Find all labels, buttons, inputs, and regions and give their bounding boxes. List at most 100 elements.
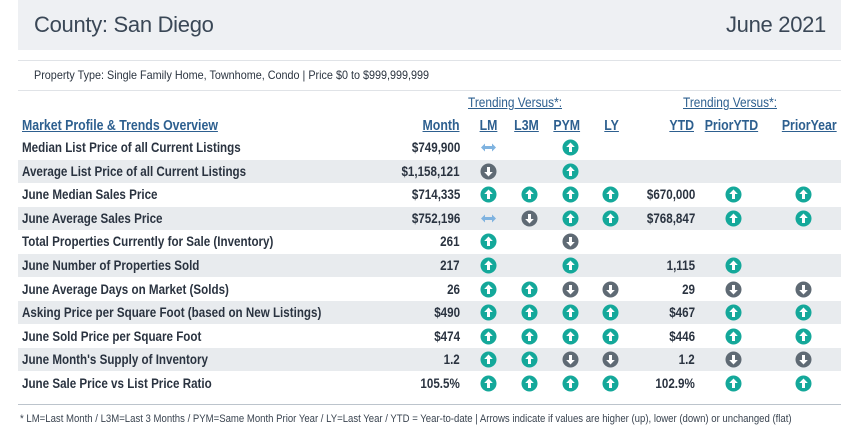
row-label: June Sale Price vs List Price Ratio: [22, 376, 212, 391]
month-value: 1.2: [443, 352, 460, 368]
arrow-up-icon: [725, 186, 742, 203]
arrow-up-icon: [562, 186, 579, 203]
arrow-up-icon: [521, 328, 538, 345]
col-month: Month: [422, 118, 459, 134]
table-row: Average List Price of all Current Listin…: [18, 159, 841, 183]
ytd-value: 102.9%: [655, 376, 695, 391]
arrow-up-icon: [562, 328, 579, 345]
row-label: June Number of Properties Sold: [22, 258, 200, 273]
arrow-down-icon: [602, 281, 619, 298]
ytd-value: $446: [669, 328, 695, 344]
footnote: * LM=Last Month / L3M=Last 3 Months / PY…: [18, 404, 841, 425]
arrow-up-icon: [725, 375, 742, 392]
arrow-up-icon: [725, 257, 742, 274]
col-l3m: L3M: [514, 118, 539, 134]
arrow-up-icon: [562, 139, 579, 156]
arrow-up-icon: [602, 186, 619, 203]
table-row: June Sold Price per Square Foot $474 $446: [18, 325, 841, 348]
trending-versus-ytd-header: Trending Versus*:: [683, 95, 777, 110]
table-row: June Month's Supply of Inventory 1.2 1.2: [18, 348, 841, 372]
arrow-up-icon: [521, 281, 538, 298]
ytd-value: 1,115: [666, 258, 695, 273]
arrow-up-icon: [480, 186, 497, 203]
col-title: Market Profile & Trends Overview: [22, 118, 218, 134]
arrow-up-icon: [521, 304, 538, 321]
arrow-up-icon: [562, 257, 579, 274]
col-prior-year: PriorYear: [781, 118, 837, 134]
footnote-text: * LM=Last Month / L3M=Last 3 Months / PY…: [20, 413, 792, 425]
arrow-up-icon: [562, 375, 579, 392]
table-row: Total Properties Currently for Sale (Inv…: [18, 230, 841, 253]
property-filter-text: Property Type: Single Family Home, Townh…: [34, 68, 430, 82]
arrow-up-icon: [602, 304, 619, 321]
ytd-value: $467: [669, 305, 695, 321]
table-row: June Number of Properties Sold 217 1,115: [18, 254, 841, 277]
arrow-down-icon: [521, 210, 538, 227]
month-value: 217: [440, 258, 460, 273]
arrow-up-icon: [562, 304, 579, 321]
ytd-value: 29: [682, 281, 695, 297]
month-value: $490: [434, 305, 460, 321]
col-lm: LM: [479, 118, 498, 134]
arrow-down-icon: [725, 281, 742, 298]
arrow-down-icon: [725, 351, 742, 368]
arrow-up-icon: [480, 351, 497, 368]
arrow-up-icon: [480, 257, 497, 274]
arrow-up-icon: [602, 375, 619, 392]
property-filter-bar: Property Type: Single Family Home, Townh…: [18, 60, 841, 91]
month-value: 26: [447, 281, 460, 297]
arrow-down-icon: [480, 163, 497, 180]
table-row: June Sale Price vs List Price Ratio 105.5…: [18, 372, 841, 395]
trending-versus-month-header: Trending Versus*:: [468, 95, 562, 110]
row-label: Median List Price of all Current Listing…: [22, 140, 241, 155]
arrow-flat-icon: [480, 210, 497, 227]
arrow-up-icon: [480, 375, 497, 392]
arrow-up-icon: [602, 210, 619, 227]
month-value: $749,900: [411, 140, 460, 155]
arrow-up-icon: [795, 375, 812, 392]
arrow-up-icon: [795, 186, 812, 203]
arrow-down-icon: [795, 281, 812, 298]
arrow-down-icon: [795, 351, 812, 368]
month-value: 105.5%: [420, 376, 460, 391]
month-value: $474: [434, 328, 460, 344]
arrow-down-icon: [602, 351, 619, 368]
row-label: Asking Price per Square Foot (based on N…: [22, 305, 322, 321]
arrow-down-icon: [562, 233, 579, 250]
county-title: County: San Diego: [34, 12, 214, 37]
ytd-value: $670,000: [646, 187, 695, 203]
ytd-value: 1.2: [678, 352, 695, 368]
arrow-up-icon: [521, 351, 538, 368]
arrow-up-icon: [480, 328, 497, 345]
table-row: Asking Price per Square Foot (based on N…: [18, 301, 841, 325]
arrow-up-icon: [795, 210, 812, 227]
arrow-up-icon: [602, 328, 619, 345]
table-row: June Average Days on Market (Solds) 26 29: [18, 278, 841, 301]
row-label: June Month's Supply of Inventory: [22, 352, 208, 368]
month-value: 261: [440, 234, 460, 250]
table-row: June Median Sales Price $714,335 $670,000: [18, 183, 841, 206]
arrow-up-icon: [795, 328, 812, 345]
report-date: June 2021: [725, 12, 826, 37]
report-header: County: San Diego June 2021: [18, 0, 841, 50]
arrow-up-icon: [480, 233, 497, 250]
arrow-up-icon: [521, 375, 538, 392]
col-ly: LY: [604, 118, 619, 134]
month-value: $1,158,121: [401, 163, 460, 179]
row-label: June Median Sales Price: [22, 187, 158, 203]
arrow-up-icon: [480, 281, 497, 298]
arrow-up-icon: [480, 304, 497, 321]
arrow-up-icon: [795, 304, 812, 321]
table-row: June Average Sales Price $752,196 $768,847: [18, 206, 841, 230]
row-label: June Average Days on Market (Solds): [22, 281, 229, 297]
arrow-up-icon: [521, 186, 538, 203]
arrow-down-icon: [562, 351, 579, 368]
arrow-up-icon: [725, 328, 742, 345]
arrow-down-icon: [562, 281, 579, 298]
month-value: $752,196: [411, 210, 460, 226]
ytd-value: $768,847: [646, 210, 695, 226]
col-prior-ytd: PriorYTD: [704, 118, 759, 134]
col-ytd: YTD: [669, 118, 694, 134]
row-label: Total Properties Currently for Sale (Inv…: [22, 234, 274, 250]
table-row: Median List Price of all Current Listing…: [18, 136, 841, 159]
